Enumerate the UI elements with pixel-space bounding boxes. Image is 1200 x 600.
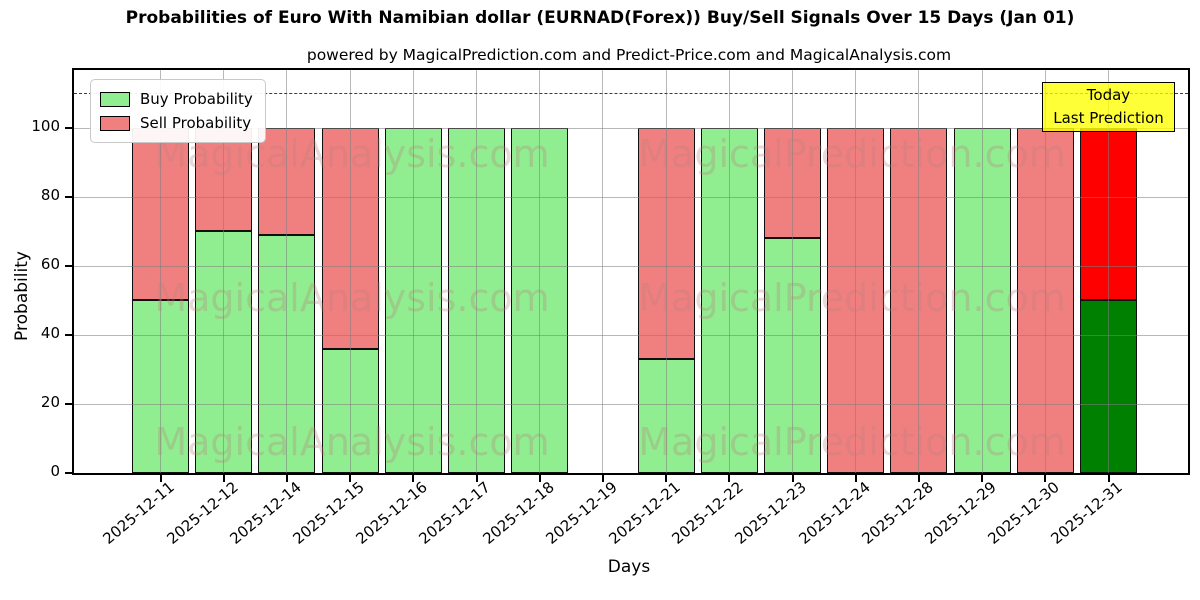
h-gridline-100: [74, 127, 1188, 130]
x-tick-2025-12-17: [475, 475, 478, 482]
h-gridline-20: [74, 403, 1188, 406]
today-annotation: Today Last Prediction: [1042, 82, 1175, 132]
x-tick-2025-12-29: [981, 475, 984, 482]
chart-title: Probabilities of Euro With Namibian doll…: [125, 8, 1075, 28]
v-gridline-2025-12-11: [159, 70, 162, 473]
x-tick-2025-12-23: [791, 475, 794, 482]
v-gridline-2025-12-23: [791, 70, 794, 473]
x-tick-2025-12-22: [728, 475, 731, 482]
x-tick-2025-12-31: [1107, 475, 1110, 482]
y-tick-0: [65, 472, 72, 474]
h-gridline-40: [74, 334, 1188, 337]
y-tick-label-0: 0: [50, 462, 60, 480]
y-tick-label-40: 40: [40, 323, 60, 342]
legend-item-sell: Sell Probability: [100, 111, 253, 135]
v-gridline-2025-12-18: [539, 70, 541, 473]
v-gridline-2025-12-12: [223, 70, 225, 473]
y-tick-label-20: 20: [40, 392, 60, 411]
y-tick-label-80: 80: [40, 185, 60, 204]
x-tick-2025-12-24: [854, 475, 857, 482]
v-gridline-2025-12-21: [665, 70, 667, 473]
v-gridline-2025-12-15: [349, 70, 351, 473]
x-tick-2025-12-21: [665, 475, 668, 482]
legend: Buy Probability Sell Probability: [90, 79, 266, 143]
y-tick-60: [65, 264, 72, 267]
v-gridline-2025-12-19: [602, 70, 604, 473]
x-tick-2025-12-18: [538, 475, 541, 482]
legend-label-sell: Sell Probability: [140, 114, 252, 132]
watermark-left: MagicalAnalysis.com: [154, 420, 550, 464]
watermark-right: MagicalPrediction.com: [638, 420, 1066, 464]
y-tick-label-100: 100: [31, 116, 60, 135]
watermark-right: MagicalPrediction.com: [638, 132, 1066, 176]
watermark-right: MagicalPrediction.com: [638, 276, 1066, 320]
x-tick-2025-12-15: [349, 475, 352, 482]
y-tick-label-60: 60: [40, 254, 60, 273]
today-annotation-line1: Today: [1086, 86, 1131, 104]
v-gridline-2025-12-28: [918, 70, 920, 473]
v-gridline-2025-12-17: [475, 70, 478, 473]
x-tick-2025-12-14: [285, 475, 288, 482]
h-gridline-60: [74, 265, 1188, 268]
v-gridline-2025-12-29: [981, 70, 983, 473]
y-tick-100: [65, 126, 72, 129]
legend-label-buy: Buy Probability: [140, 90, 253, 108]
y-tick-20: [65, 402, 72, 405]
dashed-reference-line: [74, 93, 1188, 95]
y-tick-80: [65, 195, 72, 198]
x-tick-2025-12-19: [601, 475, 604, 482]
x-axis-label: Days: [607, 557, 651, 577]
sell-probability-swatch-icon: [100, 115, 130, 131]
v-gridline-2025-12-31: [1107, 70, 1110, 473]
h-gridline-80: [74, 196, 1188, 199]
today-annotation-line2: Last Prediction: [1053, 109, 1164, 127]
v-gridline-2025-12-30: [1044, 70, 1046, 473]
x-tick-2025-12-16: [412, 475, 415, 482]
buy-probability-swatch-icon: [100, 91, 130, 107]
x-tick-2025-12-28: [917, 475, 920, 482]
x-tick-2025-12-12: [222, 475, 225, 482]
chart-subtitle: powered by MagicalPrediction.com and Pre…: [306, 46, 952, 64]
legend-item-buy: Buy Probability: [100, 87, 253, 111]
x-tick-2025-12-11: [159, 475, 162, 482]
v-gridline-2025-12-24: [855, 70, 857, 473]
watermark-left: MagicalAnalysis.com: [154, 276, 550, 320]
y-tick-40: [65, 333, 72, 336]
plot-area: Buy Probability Sell Probability Today L…: [65, 68, 1190, 482]
v-gridline-2025-12-14: [286, 70, 288, 473]
v-gridline-2025-12-16: [412, 70, 414, 473]
v-gridline-2025-12-22: [728, 70, 730, 473]
x-tick-2025-12-30: [1044, 475, 1047, 482]
